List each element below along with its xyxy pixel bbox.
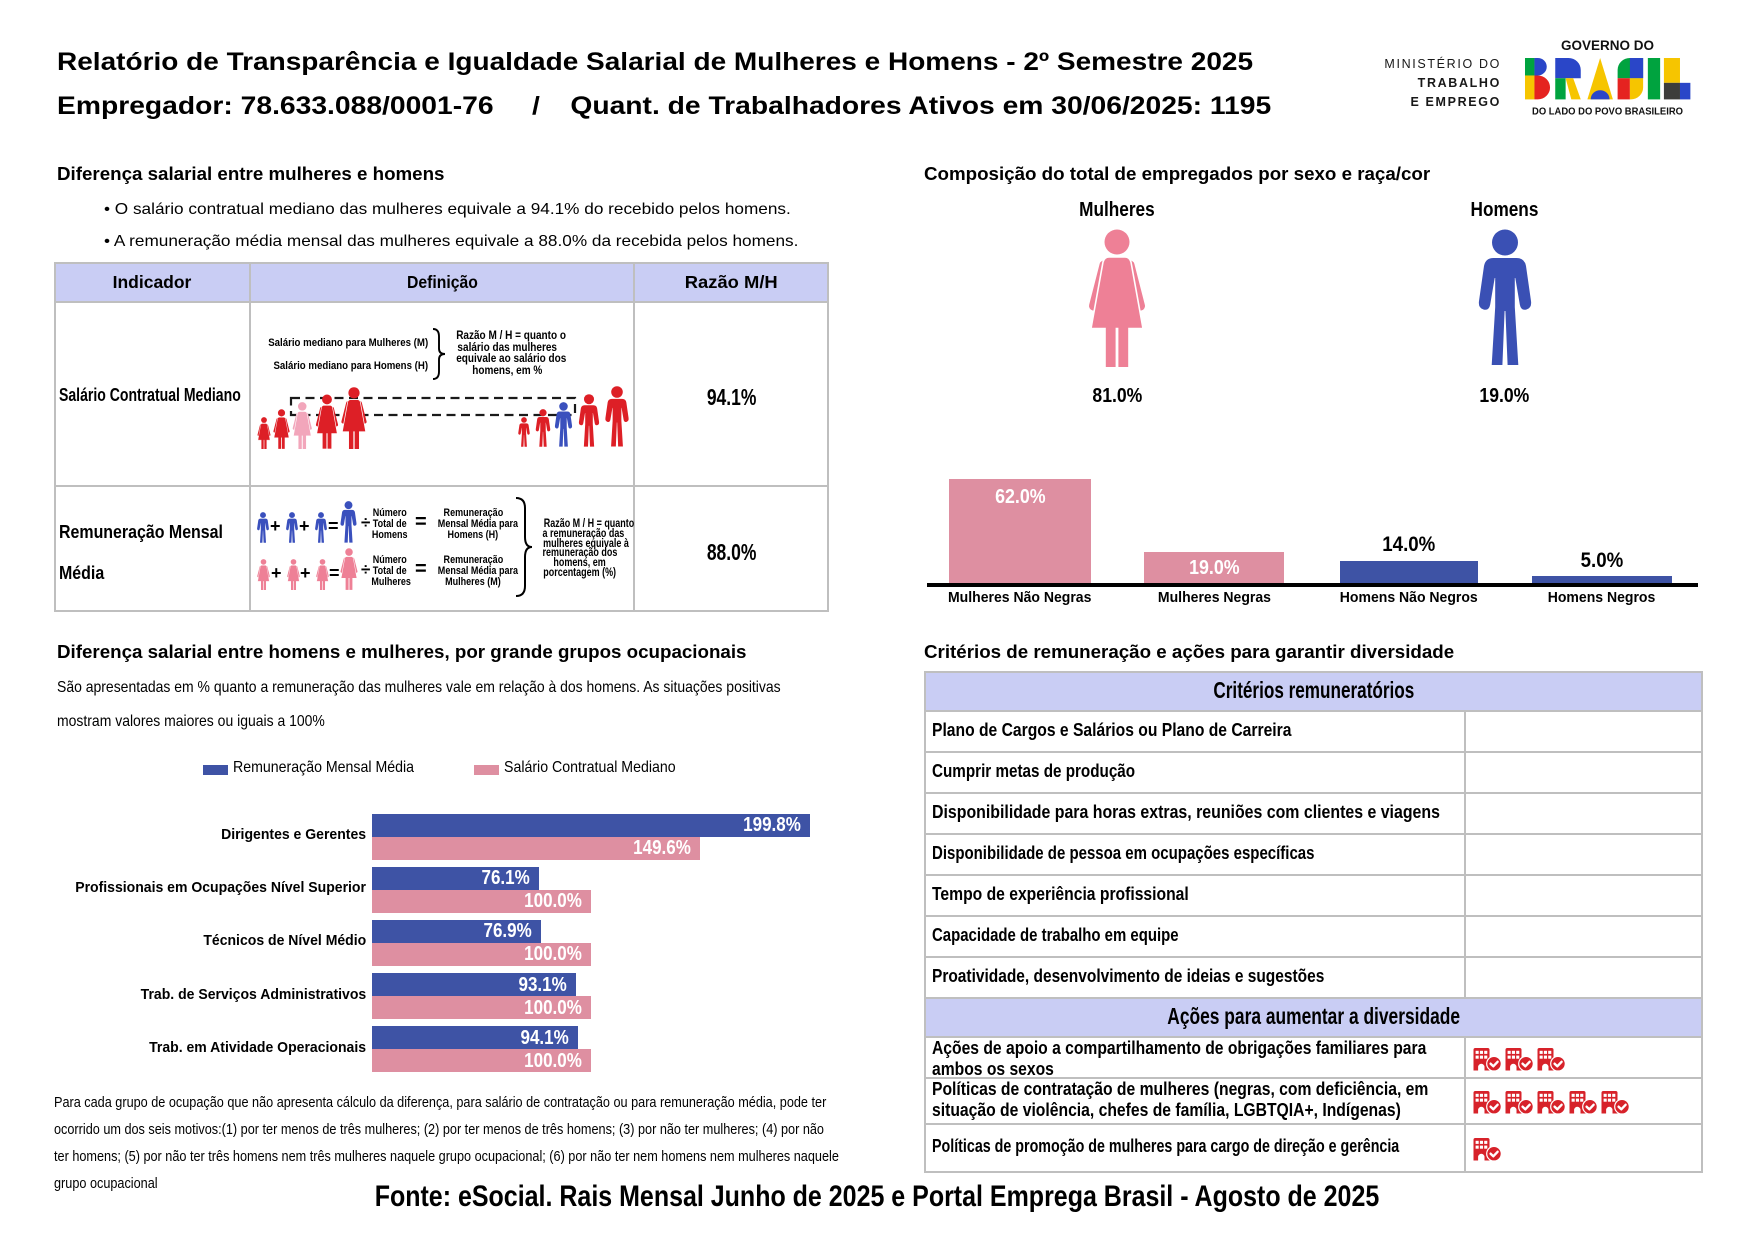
svg-text:DO LADO DO POVO BRASILEIRO: DO LADO DO POVO BRASILEIRO xyxy=(1532,107,1683,118)
svg-text:GOVERNO DO: GOVERNO DO xyxy=(1561,38,1654,53)
